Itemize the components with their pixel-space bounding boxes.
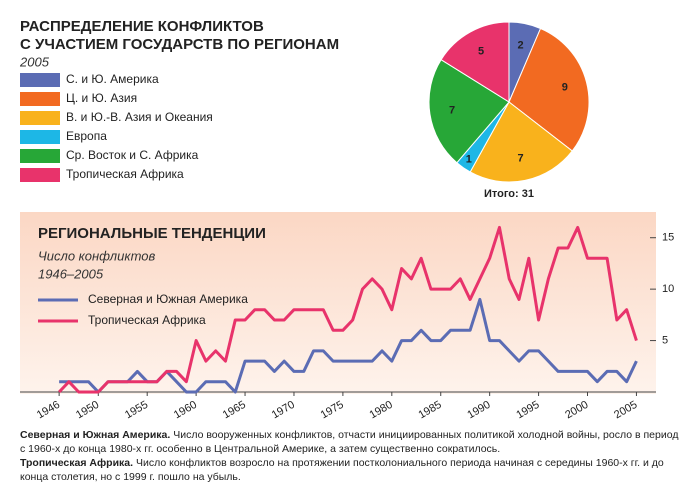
legend-swatch [20,73,60,87]
note: Тропическая Африка. Число конфликтов воз… [20,456,685,484]
legend-label: В. и Ю.-В. Азия и Океания [66,110,213,124]
legend-swatch [20,168,60,182]
note-lead: Северная и Южная Америка. [20,429,171,441]
slice-label: 1 [466,154,472,166]
pie-slice [469,101,573,183]
legend-swatch [20,149,60,163]
chart-subtitle: Число конфликтов [38,248,156,263]
legend-label: Европа [66,129,107,143]
pie-slice [440,21,510,103]
chart-title: РАСПРЕДЕЛЕНИЕ КОНФЛИКТОВ [20,18,264,35]
legend-label: Ср. Восток и С. Африка [66,148,199,162]
notes: Северная и Южная Америка. Число вооружен… [20,428,685,484]
chart-title: РЕГИОНАЛЬНЫЕ ТЕНДЕНЦИИ [38,225,266,242]
chart: РАСПРЕДЕЛЕНИЕ КОНФЛИКТОВ С УЧАСТИЕМ ГОСУ… [19,18,674,422]
legend-label: Ц. и Ю. Азия [66,91,137,105]
note: Северная и Южная Америка. Число вооружен… [20,428,685,456]
note-lead: Тропическая Африка. [20,457,134,469]
x-tick-label: 1980 [368,399,395,422]
legend-label: Северная и Южная Америка [88,292,248,306]
x-tick-label: 2000 [563,399,590,422]
note-text: Число конфликтов возросло на протяжении … [20,457,664,483]
pie-slice [428,58,510,164]
slice-label: 9 [562,81,568,93]
total-label: Итого: 31 [484,188,534,200]
series-line [58,225,638,394]
x-tick-label: 1975 [319,399,346,422]
slice-label: 5 [478,46,484,58]
x-tick-label: 1985 [416,399,443,422]
x-tick-label: 2005 [612,399,639,422]
x-tick-label: 1950 [74,399,101,422]
legend-swatch [20,92,60,106]
pie-slice [508,27,590,152]
chart-subtitle: 1946–2005 [38,266,104,281]
x-tick-label: 1960 [172,399,199,422]
x-tick-label: 1970 [270,399,297,422]
slice-label: 2 [518,39,524,51]
legend-swatch [20,130,60,144]
x-tick-label: 1990 [465,399,492,422]
note-text: Число вооруженных конфликтов, отчасти ин… [20,429,679,455]
y-tick-label: 5 [662,334,668,346]
chart-title: С УЧАСТИЕМ ГОСУДАРСТВ ПО РЕГИОНАМ [20,36,339,53]
y-tick-label: 15 [662,232,674,244]
legend-label: Тропическая Африка [66,167,184,181]
slice-label: 7 [449,105,455,117]
x-tick-label: 1955 [123,399,150,422]
x-tick-label: 1965 [221,399,248,422]
legend-swatch [20,111,60,125]
x-tick-label: 1946 [35,399,62,422]
chart-subtitle: 2005 [19,54,50,69]
legend-label: С. и Ю. Америка [66,72,159,86]
y-tick-label: 10 [662,283,674,295]
legend-label: Тропическая Африка [88,313,206,327]
x-tick-label: 1995 [514,399,541,422]
slice-label: 7 [518,152,524,164]
